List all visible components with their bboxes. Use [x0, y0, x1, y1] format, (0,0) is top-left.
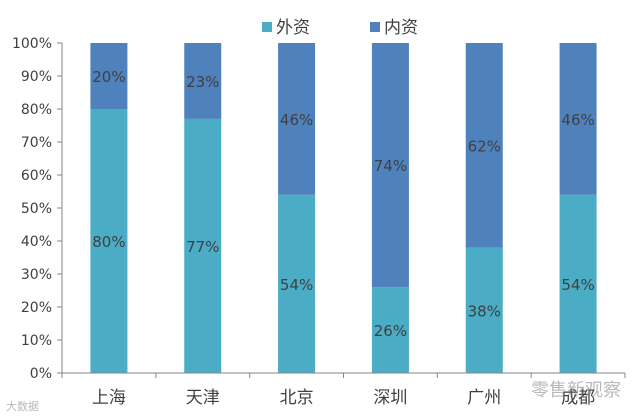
x-tick-label: 上海 — [92, 388, 126, 408]
watermark-left: 大数据 — [6, 400, 39, 413]
bar-foreign — [559, 194, 597, 373]
data-label: 46% — [561, 111, 594, 129]
x-tick-label: 深圳 — [373, 388, 407, 408]
y-axis: 0% 10% 20% 30% 40% 50% 60% 70% 80% 90% 100% — [12, 36, 63, 382]
bar-foreign — [371, 287, 409, 373]
legend-swatch — [262, 22, 272, 32]
y-tick-label: 60% — [21, 168, 52, 184]
watermark-right: 零售新观察 — [531, 380, 621, 401]
legend: 外资 内资 — [262, 18, 418, 38]
bar-domestic — [184, 43, 222, 119]
legend-label: 内资 — [384, 18, 418, 38]
y-tick-label: 20% — [21, 300, 52, 316]
bar-domestic — [559, 43, 597, 195]
bar-domestic — [278, 43, 316, 195]
bar-domestic — [465, 43, 503, 248]
bar-domestic — [90, 43, 128, 109]
data-label: 62% — [468, 137, 501, 155]
data-label: 46% — [280, 111, 313, 129]
y-tick-label: 90% — [21, 69, 52, 85]
bar-foreign — [278, 194, 316, 373]
x-tick-label: 成都 — [561, 388, 595, 408]
data-label: 54% — [561, 276, 594, 294]
x-tick-label: 北京 — [280, 388, 314, 408]
bar-foreign — [465, 247, 503, 373]
legend-label: 外资 — [276, 18, 310, 38]
data-label: 80% — [92, 233, 125, 251]
data-label: 38% — [468, 302, 501, 320]
y-tick-label: 50% — [21, 201, 52, 217]
data-label: 74% — [374, 157, 407, 175]
legend-swatch — [370, 22, 380, 32]
x-tick-label: 广州 — [467, 388, 501, 408]
data-label: 20% — [92, 68, 125, 86]
y-tick-label: 10% — [21, 333, 52, 349]
data-label: 26% — [374, 322, 407, 340]
y-tick-label: 30% — [21, 267, 52, 283]
bar-domestic — [371, 43, 409, 288]
x-axis: 上海 天津 北京 深圳 广州 成都 — [61, 372, 626, 408]
y-tick-label: 40% — [21, 234, 52, 250]
bar-foreign — [90, 109, 128, 373]
data-label: 54% — [280, 276, 313, 294]
data-label: 77% — [186, 238, 219, 256]
bar-foreign — [184, 118, 222, 374]
y-tick-label: 80% — [21, 102, 52, 118]
y-tick-label: 70% — [21, 135, 52, 151]
data-label: 23% — [186, 73, 219, 91]
bars: 80% 20% 77% 23% 54% 46% 26% 74% 38% 62% 54% 46% — [90, 43, 597, 374]
y-tick-label: 100% — [12, 36, 52, 52]
y-tick-label: 0% — [30, 366, 52, 382]
x-tick-label: 天津 — [186, 388, 220, 408]
